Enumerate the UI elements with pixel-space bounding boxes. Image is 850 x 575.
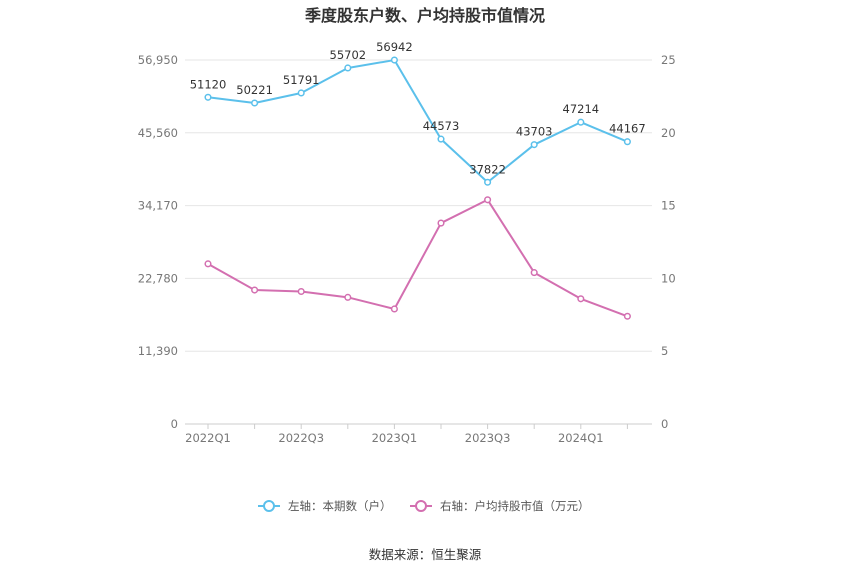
y-right-tick-label: 0	[661, 417, 668, 431]
series-2	[204, 196, 631, 320]
x-tick-label: 2023Q3	[465, 431, 511, 445]
data-point[interactable]	[577, 295, 585, 303]
y-right-tick-label: 10	[661, 271, 676, 285]
y-left-tick-label: 34,170	[138, 199, 178, 213]
data-label: 44167	[609, 122, 646, 136]
source-note: 数据来源：恒生聚源	[369, 547, 482, 562]
data-label: 51120	[190, 77, 227, 91]
y-left-tick-label: 22,780	[138, 271, 178, 285]
legend-item-2[interactable]: 右轴：户均持股市值（万元）	[410, 499, 590, 513]
data-label: 37822	[469, 162, 506, 176]
chart-title: 季度股东户数、户均持股市值情况	[304, 6, 545, 25]
x-tick-label: 2023Q1	[372, 431, 418, 445]
legend[interactable]: 左轴：本期数（户） 右轴：户均持股市值（万元）	[258, 499, 590, 513]
y-right-tick-label: 25	[661, 53, 676, 67]
data-label: 47214	[563, 102, 600, 116]
data-point[interactable]	[204, 93, 212, 101]
data-point[interactable]	[437, 219, 445, 227]
legend-marker	[263, 500, 275, 512]
data-label: 51791	[283, 73, 320, 87]
y-left-tick-label: 0	[171, 417, 178, 431]
series-1: 51120 50221 51791 55702 56942 44573 37822 43703…	[190, 40, 646, 186]
data-point[interactable]	[344, 64, 352, 72]
y-left-tick-label: 11,390	[138, 344, 178, 358]
left-axis: 0 11,390 22,780 34,170 45,560 56,950	[138, 53, 178, 431]
legend-marker	[415, 500, 427, 512]
series-line	[207, 198, 628, 318]
data-point[interactable]	[530, 269, 538, 277]
data-label: 43703	[516, 125, 553, 139]
data-label: 44573	[423, 119, 460, 133]
data-label: 50221	[236, 83, 273, 97]
y-left-tick-label: 45,560	[138, 126, 178, 140]
data-point[interactable]	[297, 287, 305, 296]
data-point[interactable]	[437, 135, 445, 143]
data-point[interactable]	[484, 196, 492, 204]
data-point[interactable]	[251, 99, 259, 107]
data-point[interactable]	[623, 138, 631, 146]
data-label: 56942	[376, 40, 413, 54]
data-point[interactable]	[204, 260, 212, 268]
series-layer: 51120 50221 51791 55702 56942 44573 37822 43703…	[190, 40, 646, 320]
legend-item-1[interactable]: 左轴：本期数（户）	[258, 499, 392, 513]
legend-label: 左轴：本期数（户）	[288, 499, 392, 513]
x-tick-label: 2022Q1	[185, 431, 231, 445]
data-point[interactable]	[251, 286, 259, 294]
data-point[interactable]	[390, 305, 398, 313]
data-point[interactable]	[297, 89, 305, 97]
x-tick-label: 2022Q3	[278, 431, 324, 445]
right-axis: 0 5 10 15 20 25	[661, 53, 676, 431]
x-tick-label: 2024Q1	[558, 431, 604, 445]
data-point[interactable]	[484, 178, 492, 186]
data-label: 55702	[330, 48, 367, 62]
legend-label: 右轴：户均持股市值（万元）	[440, 499, 590, 513]
y-right-tick-label: 20	[661, 126, 676, 140]
data-point[interactable]	[530, 141, 538, 149]
grid-lines	[185, 59, 652, 425]
data-point[interactable]	[344, 293, 352, 301]
y-right-tick-label: 5	[661, 344, 668, 358]
y-left-tick-label: 56,950	[138, 53, 178, 67]
series-line	[207, 59, 628, 184]
y-right-tick-label: 15	[661, 199, 676, 213]
data-point[interactable]	[577, 118, 585, 126]
data-point[interactable]	[623, 312, 631, 320]
x-axis: 2022Q1 2022Q3 2023Q1 2023Q3 2024Q1	[185, 424, 628, 445]
data-point[interactable]	[390, 56, 398, 64]
